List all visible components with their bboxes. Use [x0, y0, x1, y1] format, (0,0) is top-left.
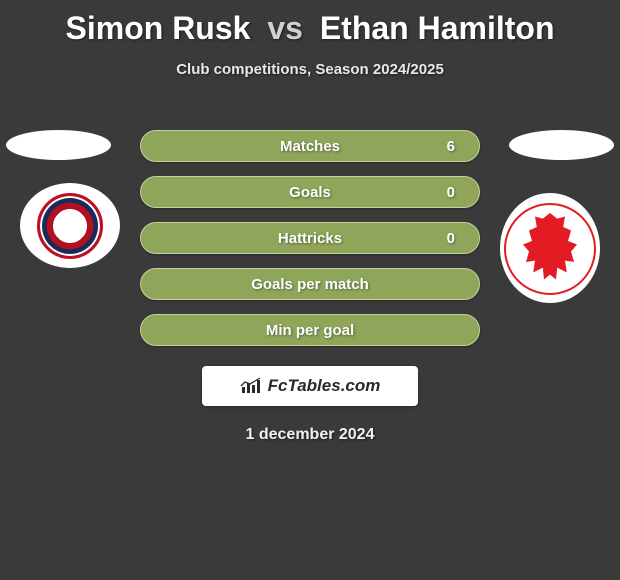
stat-label: Matches: [280, 138, 340, 155]
page-title: Simon Rusk vs Ethan Hamilton: [0, 0, 620, 47]
stat-row-goals: Goals 0: [140, 176, 480, 208]
stat-label: Min per goal: [266, 322, 354, 339]
vs-text: vs: [267, 10, 303, 46]
stat-value: 6: [447, 138, 455, 155]
stat-rows: Matches 6 Goals 0 Hattricks 0 Goals per …: [140, 130, 480, 360]
date-text: 1 december 2024: [0, 426, 620, 444]
stat-row-hattricks: Hattricks 0: [140, 222, 480, 254]
player1-name: Simon Rusk: [66, 10, 251, 46]
stat-value: 0: [447, 230, 455, 247]
left-photo-placeholder: [6, 130, 111, 160]
team-logo-left: [20, 183, 120, 268]
comparison-panel: Matches 6 Goals 0 Hattricks 0 Goals per …: [0, 108, 620, 358]
player2-name: Ethan Hamilton: [320, 10, 555, 46]
subtitle: Club competitions, Season 2024/2025: [0, 61, 620, 78]
stat-label: Hattricks: [278, 230, 342, 247]
brand-badge: FcTables.com: [202, 366, 418, 406]
brand-text: FcTables.com: [268, 376, 381, 396]
stat-label: Goals per match: [251, 276, 369, 293]
stat-row-matches: Matches 6: [140, 130, 480, 162]
stat-value: 0: [447, 184, 455, 201]
team-logo-right: [500, 193, 600, 303]
crawley-crest-icon: [37, 193, 103, 259]
bar-chart-icon: [240, 377, 262, 395]
stat-row-goals-per-match: Goals per match: [140, 268, 480, 300]
stat-label: Goals: [289, 184, 331, 201]
stat-row-min-per-goal: Min per goal: [140, 314, 480, 346]
lincoln-crest-icon: [511, 203, 589, 293]
right-photo-placeholder: [509, 130, 614, 160]
